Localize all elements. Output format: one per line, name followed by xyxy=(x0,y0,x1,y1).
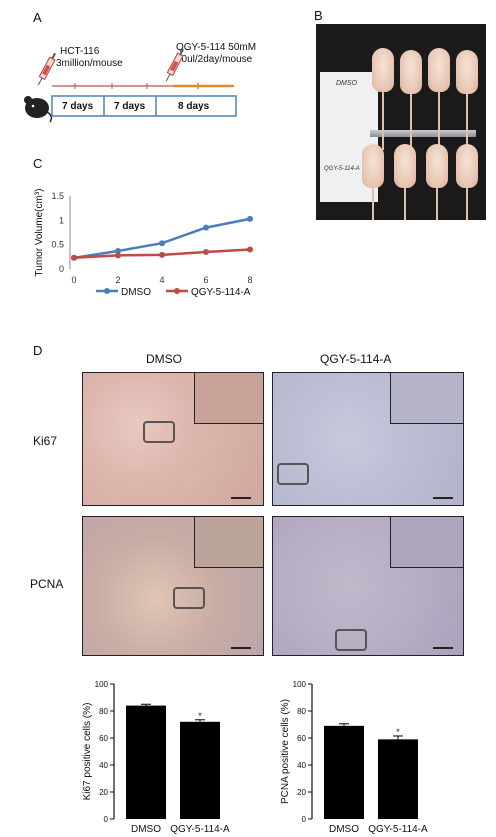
magnified-inset xyxy=(390,517,463,568)
scale-bar xyxy=(231,497,251,499)
region-of-interest xyxy=(143,421,175,443)
row-header-pcna: PCNA xyxy=(30,577,64,591)
mouse-icon xyxy=(24,96,53,123)
syringe-icon xyxy=(37,52,57,86)
y-tick-label: 1 xyxy=(59,215,64,225)
y-tick-label: 100 xyxy=(95,680,109,689)
data-point xyxy=(115,247,121,254)
syringe-icon xyxy=(165,48,185,82)
drug-label: QGY-5-114 50mM xyxy=(176,42,257,53)
schedule-drawing xyxy=(24,48,237,123)
panel-label-a: A xyxy=(33,10,42,25)
data-point xyxy=(247,215,253,222)
x-category-label: DMSO xyxy=(131,824,161,835)
tumor-volume-chart: 0 0.5 1 1.5 0 2 4 6 8 Tumor Volume(cm³) DMSO QGY-5-… xyxy=(34,189,253,298)
significance-marker: * xyxy=(396,727,400,737)
scale-bar xyxy=(433,497,453,499)
region-of-interest xyxy=(173,587,205,609)
magnified-inset xyxy=(194,373,263,424)
drug-dose-label: 40ul/2day/mouse xyxy=(176,54,253,65)
mouse-treated-2 xyxy=(394,144,416,220)
card-label-top: DMSO xyxy=(336,80,357,87)
bar-dmso xyxy=(126,705,166,819)
bar-treated xyxy=(180,721,220,819)
period-1-label: 7 days xyxy=(62,101,94,112)
mouse-treated-4 xyxy=(456,144,478,220)
x-tick-label: 4 xyxy=(159,275,164,285)
bar-treated xyxy=(378,739,418,819)
region-of-interest xyxy=(335,629,367,651)
magnified-inset xyxy=(194,517,263,568)
legend-marker xyxy=(174,288,180,294)
x-category-label: QGY-5-114-A xyxy=(170,824,230,835)
y-tick-label: 20 xyxy=(297,788,306,797)
y-axis-label: Ki67 positive cells (%) xyxy=(82,703,93,801)
pcna-dmso-image xyxy=(82,516,264,656)
scale-bar xyxy=(433,647,453,649)
data-point xyxy=(203,248,209,255)
y-tick-label: 60 xyxy=(99,734,108,743)
treatment-schedule: HCT-116 3million/mouse QGY-5-114 50mM 40… xyxy=(20,40,260,130)
pcna-treated-image xyxy=(272,516,464,656)
y-tick-label: 40 xyxy=(99,761,108,770)
period-2-label: 7 days xyxy=(114,101,146,112)
legend-marker xyxy=(104,288,110,294)
data-point xyxy=(159,251,165,258)
panel-label-b: B xyxy=(314,8,323,23)
data-point xyxy=(159,240,165,247)
scale-bar xyxy=(231,647,251,649)
y-tick-label: 60 xyxy=(297,734,306,743)
mouse-dmso-3 xyxy=(428,48,450,150)
y-tick-label: 1.5 xyxy=(51,191,64,201)
row-header-ki67: Ki67 xyxy=(33,434,58,448)
x-category-label: DMSO xyxy=(329,824,359,835)
mice-photo: DMSO QGY-5-114-A xyxy=(316,24,486,220)
col-header-dmso: DMSO xyxy=(146,352,182,366)
ki67-dmso-image xyxy=(82,372,264,506)
panel-label-d: D xyxy=(33,343,43,358)
cell-line-label: HCT-116 xyxy=(60,46,100,57)
x-tick-label: 6 xyxy=(203,275,208,285)
pcna-bar-chart: 0 20 40 60 80 100 PCNA positive cells (%) DMSO *… xyxy=(280,680,428,835)
y-tick-label: 80 xyxy=(297,707,306,716)
mouse-treated-1 xyxy=(362,144,384,220)
data-point xyxy=(203,224,209,231)
x-category-label: QGY-5-114-A xyxy=(368,824,428,835)
y-tick-label: 0.5 xyxy=(51,240,64,250)
y-tick-label: 40 xyxy=(297,761,306,770)
mouse-dmso-2 xyxy=(400,50,422,152)
y-tick-label: 0 xyxy=(59,264,64,274)
ki67-treated-image xyxy=(272,372,464,506)
data-point xyxy=(71,254,77,261)
legend-label: DMSO xyxy=(121,287,151,298)
y-tick-label: 100 xyxy=(293,680,307,689)
x-tick-label: 8 xyxy=(247,275,252,285)
period-3-label: 8 days xyxy=(178,101,210,112)
col-header-treated: QGY-5-114-A xyxy=(320,352,392,366)
ki67-bar-chart: 0 20 40 60 80 100 Ki67 positive cells (%) DMSO *… xyxy=(82,680,230,835)
y-tick-label: 0 xyxy=(104,815,109,824)
x-tick-label: 2 xyxy=(115,275,120,285)
bar-dmso xyxy=(324,725,364,819)
y-tick-label: 20 xyxy=(99,788,108,797)
panel-label-c: C xyxy=(33,156,43,171)
mouse-treated-3 xyxy=(426,144,448,220)
legend-label: QGY-5-114-A xyxy=(191,287,251,298)
cell-dose-label: 3million/mouse xyxy=(56,58,123,69)
y-axis-label: Tumor Volume(cm³) xyxy=(34,189,45,277)
mouse-dmso-4 xyxy=(456,50,478,152)
region-of-interest xyxy=(277,463,309,485)
significance-marker: * xyxy=(198,711,202,721)
data-point xyxy=(247,246,253,253)
y-axis-label: PCNA positive cells (%) xyxy=(280,699,291,804)
y-tick-label: 80 xyxy=(99,707,108,716)
x-tick-label: 0 xyxy=(71,275,76,285)
mouse-dmso-1 xyxy=(372,48,394,150)
data-point xyxy=(115,252,121,259)
y-tick-label: 0 xyxy=(302,815,307,824)
magnified-inset xyxy=(390,373,463,424)
card-label-bottom: QGY-5-114-A xyxy=(324,166,360,172)
ruler xyxy=(370,130,476,137)
